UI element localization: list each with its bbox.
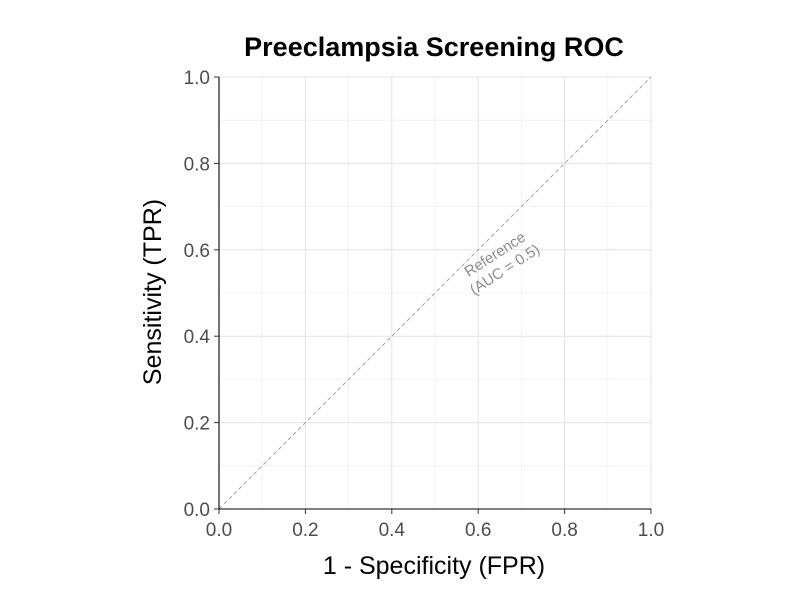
y-tick-label: 0.2 xyxy=(184,414,210,435)
y-tick-label: 0.4 xyxy=(184,327,211,348)
x-tick-label: 0.8 xyxy=(551,520,577,541)
x-axis-label: 1 - Specificity (FPR) xyxy=(323,552,545,580)
x-tick-label: 0.2 xyxy=(292,520,318,541)
minor-gridlines xyxy=(219,77,651,509)
reference-diagonal-line xyxy=(218,76,652,510)
x-tick-label: 0.4 xyxy=(379,520,406,541)
x-tick-label: 1.0 xyxy=(638,520,664,541)
y-tick-label: 0.6 xyxy=(184,241,210,262)
y-tick-label: 1.0 xyxy=(184,68,210,89)
x-tick-label: 0.6 xyxy=(465,520,491,541)
series-layer xyxy=(218,76,652,510)
chart-title: Preeclampsia Screening ROC xyxy=(244,32,624,62)
y-tick-label: 0.8 xyxy=(184,154,210,175)
axes xyxy=(218,77,651,510)
y-axis-label: Sensitivity (TPR) xyxy=(139,199,167,385)
ticks: 0.0 0.2 0.4 0.6 0.8 1.0 0.0 0.2 0.4 0.6 0.8 1.0 xyxy=(184,68,665,541)
y-tick-label: 0.0 xyxy=(184,500,210,521)
x-tick-label: 0.0 xyxy=(206,520,232,541)
